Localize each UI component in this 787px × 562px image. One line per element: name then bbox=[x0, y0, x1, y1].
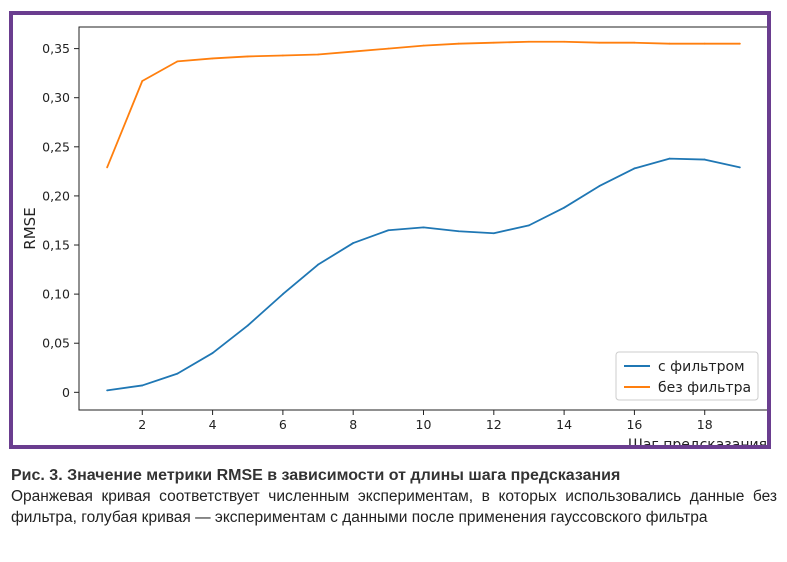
data-point bbox=[141, 80, 144, 82]
data-point bbox=[246, 55, 249, 58]
x-tick-label: 6 bbox=[279, 417, 287, 432]
x-tick-label: 14 bbox=[556, 417, 572, 432]
data-point bbox=[492, 232, 495, 235]
y-tick-label: 0,25 bbox=[42, 139, 70, 154]
data-point bbox=[352, 242, 355, 244]
line-chart: 2 4 6 8 10 12 14 16 18 0 0,05 0,10 0,15 0,20 0,25 0,30 0… bbox=[21, 26, 767, 445]
data-point bbox=[703, 42, 706, 45]
figure-frame: 2 4 6 8 10 12 14 16 18 0 0,05 0,10 0,15 0,20 0,25 0,30 0… bbox=[9, 11, 771, 449]
data-point bbox=[211, 352, 214, 354]
caption-title: Рис. 3. Значение метрики RMSE в зависимо… bbox=[11, 467, 621, 484]
series-line-1 bbox=[106, 40, 740, 168]
data-point bbox=[738, 42, 741, 45]
x-tick-label: 16 bbox=[626, 417, 642, 432]
data-point bbox=[668, 157, 671, 160]
data-point bbox=[668, 42, 671, 45]
x-tick-label: 8 bbox=[349, 417, 357, 432]
data-point bbox=[387, 229, 390, 232]
data-point bbox=[633, 167, 636, 170]
legend-label: с фильтром bbox=[658, 359, 745, 375]
data-point bbox=[352, 50, 355, 53]
data-point bbox=[598, 185, 601, 187]
data-point bbox=[281, 54, 284, 57]
data-point bbox=[633, 41, 636, 44]
y-tick-label: 0,30 bbox=[42, 90, 70, 105]
data-point bbox=[317, 53, 319, 56]
data-point bbox=[422, 226, 425, 229]
data-point bbox=[422, 44, 425, 47]
legend: с фильтром без фильтра bbox=[615, 351, 759, 401]
x-tick-label: 18 bbox=[697, 417, 713, 432]
data-point bbox=[106, 166, 109, 169]
data-point bbox=[106, 389, 109, 392]
y-tick-label: 0,20 bbox=[42, 188, 70, 203]
legend-label: без фильтра bbox=[658, 380, 751, 396]
data-point bbox=[563, 206, 566, 209]
data-point bbox=[246, 324, 249, 327]
x-tick-label: 12 bbox=[486, 417, 502, 432]
data-point bbox=[387, 47, 390, 50]
data-point bbox=[457, 230, 460, 233]
data-point bbox=[281, 293, 284, 296]
data-point bbox=[176, 60, 179, 63]
data-point bbox=[598, 41, 601, 44]
legend-box bbox=[615, 351, 759, 401]
data-point bbox=[141, 384, 144, 387]
data-point bbox=[317, 263, 319, 266]
y-tick-label: 0,15 bbox=[42, 238, 70, 253]
data-point bbox=[528, 40, 530, 43]
x-axis-label: Шаг предсказания bbox=[628, 437, 767, 445]
figure-caption: Рис. 3. Значение метрики RMSE в зависимо… bbox=[11, 466, 777, 528]
data-point bbox=[176, 372, 179, 375]
data-point bbox=[457, 42, 460, 45]
y-tick-label: 0 bbox=[62, 385, 70, 400]
data-point bbox=[563, 40, 566, 43]
data-point bbox=[703, 158, 706, 161]
data-point bbox=[738, 166, 741, 169]
data-point bbox=[528, 224, 530, 227]
x-tick-label: 2 bbox=[138, 417, 146, 432]
x-tick-label: 4 bbox=[209, 417, 217, 432]
y-tick-label: 0,10 bbox=[42, 287, 70, 302]
data-point bbox=[211, 57, 214, 60]
y-tick-label: 0,35 bbox=[42, 41, 70, 56]
y-tick-label: 0,05 bbox=[42, 336, 70, 351]
data-point bbox=[492, 41, 495, 44]
x-tick-label: 10 bbox=[416, 417, 432, 432]
caption-text: Оранжевая кривая соответствует численным… bbox=[11, 488, 777, 526]
y-axis-label: RMSE bbox=[21, 207, 39, 249]
